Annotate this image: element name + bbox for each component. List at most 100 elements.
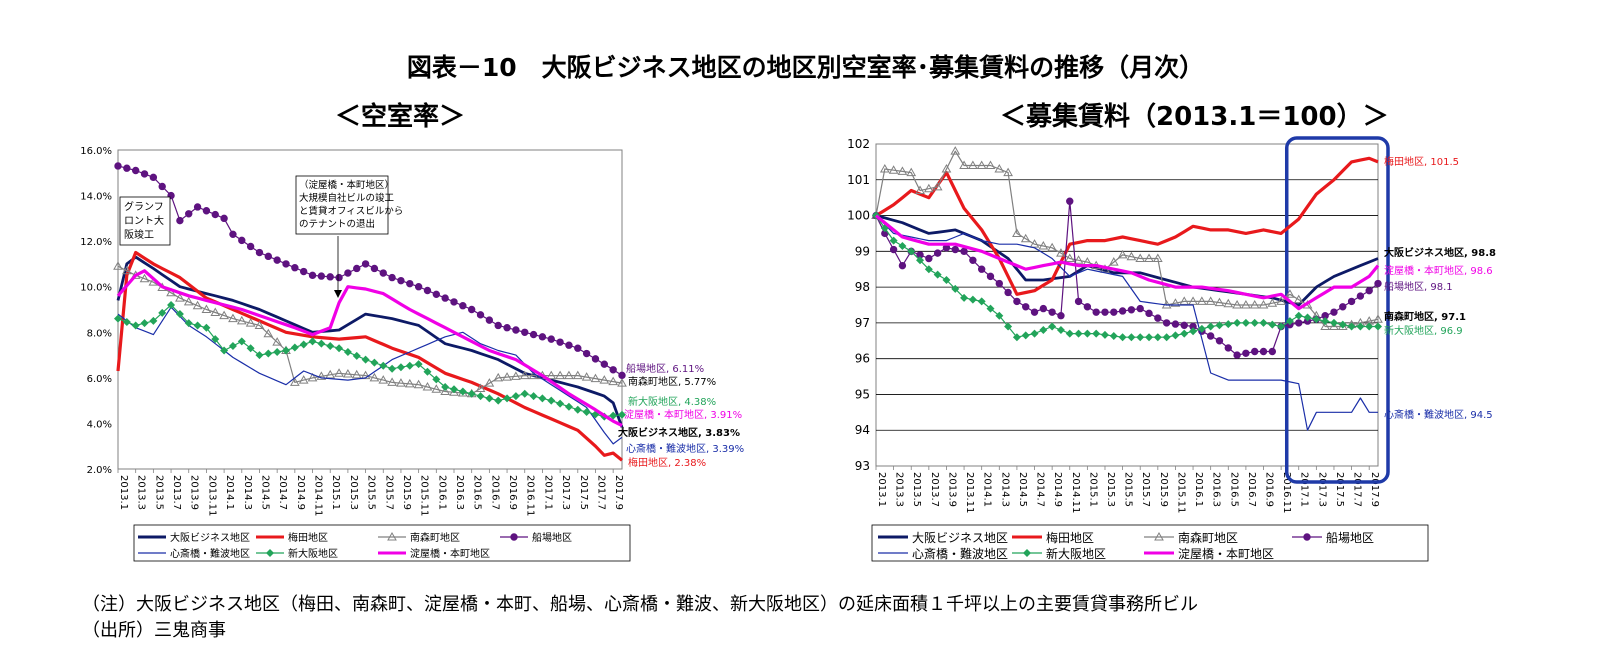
vacancy-point-shinosaka [255, 351, 264, 360]
vacancy-series-shinsaibashi [117, 306, 623, 445]
vacancy-point-minamimorimachi [581, 372, 592, 381]
vacancy-point-shinosaka [476, 392, 485, 401]
vacancy-point-minamimorimachi [404, 378, 415, 388]
vacancy-xtick-label: 2015.11 [419, 475, 430, 516]
vacancy-point-minamimorimachi [413, 379, 424, 389]
vacancy-point-minamimorimachi [236, 315, 247, 325]
vacancy-point-semba [538, 333, 547, 341]
vacancy-legend-marker [510, 533, 518, 541]
vacancy-point-minamimorimachi [396, 378, 406, 387]
vacancy-point-shinosaka [211, 335, 220, 344]
vacancy-legend-label: 心斎橋・難波地区 [170, 547, 250, 560]
vacancy-point-shinosaka [388, 364, 397, 373]
vacancy-point-semba [238, 236, 246, 245]
vacancy-point-semba [291, 264, 299, 272]
vacancy-point-shinosaka [282, 346, 290, 355]
vacancy-xtick-label: 2013.11 [206, 475, 217, 516]
vacancy-point-minamimorimachi [484, 378, 495, 387]
vacancy-point-semba [406, 279, 414, 288]
vacancy-ytick-label: 10.0% [80, 283, 112, 294]
vacancy-point-minamimorimachi [263, 328, 274, 338]
annotation-yodoyabashi-line: と賃貸オフィスビルから [299, 205, 403, 217]
vacancy-point-shinosaka [361, 355, 370, 364]
vacancy-point-shinosaka [494, 396, 503, 405]
vacancy-point-semba [140, 170, 149, 178]
vacancy-point-semba [158, 182, 166, 191]
vacancy-point-minamimorimachi [343, 369, 353, 378]
annotation-grand-front-line: 阪竣工 [124, 228, 154, 241]
vacancy-xtick-label: 2015.5 [366, 475, 377, 510]
vacancy-point-minamimorimachi [440, 386, 451, 396]
vacancy-legend-label: 船場地区 [532, 531, 572, 544]
vacancy-end-label-osaka-business: 大阪ビジネス地区, 3.83% [618, 426, 740, 439]
vacancy-point-minamimorimachi [546, 370, 557, 380]
vacancy-point-minamimorimachi [201, 304, 212, 313]
vacancy-point-semba [618, 371, 626, 380]
vacancy-point-semba [574, 344, 582, 352]
vacancy-ytick-label: 4.0% [87, 419, 112, 430]
vacancy-point-semba [556, 338, 564, 346]
vacancy-xtick-label: 2015.1 [330, 475, 341, 510]
vacancy-point-minamimorimachi [210, 307, 221, 317]
vacancy-point-minamimorimachi [369, 372, 380, 382]
vacancy-point-semba [211, 210, 219, 219]
vacancy-point-shinosaka [175, 310, 184, 319]
vacancy-end-label-semba: 船場地区, 6.11% [626, 362, 704, 375]
vacancy-point-semba [600, 360, 609, 368]
vacancy-point-minamimorimachi [192, 300, 203, 310]
vacancy-point-semba [220, 214, 228, 223]
vacancy-xtick-label: 2015.3 [348, 475, 359, 510]
vacancy-xtick-label: 2017.5 [578, 475, 589, 510]
vacancy-series-yodoyabashi [116, 269, 623, 427]
vacancy-xtick-label: 2016.9 [507, 475, 518, 510]
vacancy-point-shinosaka [547, 396, 556, 405]
vacancy-point-shinosaka [458, 387, 467, 396]
vacancy-point-minamimorimachi [519, 370, 530, 380]
vacancy-point-shinosaka [237, 337, 246, 346]
vacancy-legend-item-shinosaka: 新大阪地区 [256, 547, 338, 560]
vacancy-point-minamimorimachi [617, 378, 627, 387]
vacancy-point-shinosaka [511, 392, 520, 401]
vacancy-ytick-label: 16.0% [80, 146, 112, 157]
vacancy-point-shinosaka [564, 402, 573, 411]
vacancy-end-label-shinosaka: 新大阪地区, 4.38% [628, 395, 716, 408]
vacancy-xtick-label: 2013.5 [153, 475, 164, 510]
vacancy-xtick-label: 2015.9 [401, 475, 412, 510]
vacancy-point-shinosaka [326, 341, 335, 350]
vacancy-point-minamimorimachi [511, 371, 521, 380]
vacancy-legend-item-semba: 船場地区 [500, 531, 572, 544]
vacancy-line-umeda [116, 250, 624, 462]
vacancy-point-semba [299, 267, 308, 276]
vacancy-plot-area [117, 149, 623, 470]
vacancy-point-shinosaka [441, 382, 450, 391]
vacancy-point-minamimorimachi [334, 368, 344, 377]
vacancy-xtick-label: 2014.7 [277, 475, 288, 510]
vacancy-point-shinosaka [582, 408, 591, 417]
vacancy-series-shinosaka [114, 300, 626, 421]
vacancy-point-semba [193, 203, 202, 211]
vacancy-legend-label: 淀屋橋・本町地区 [410, 547, 490, 560]
left-chart-subtitle: ＜空室率＞ [335, 102, 466, 132]
vacancy-point-semba [273, 256, 281, 264]
vacancy-point-shinosaka [450, 385, 458, 394]
vacancy-point-semba [361, 260, 370, 268]
vacancy-point-semba [414, 283, 423, 291]
vacancy-end-label-shinsaibashi: 心斎橋・難波地区, 3.39% [626, 442, 744, 455]
vacancy-point-semba [202, 207, 211, 215]
vacancy-legend-item-yodoyabashi: 淀屋橋・本町地区 [378, 547, 490, 560]
vacancy-xtick-label: 2017.7 [595, 475, 606, 510]
vacancy-point-minamimorimachi [608, 376, 619, 386]
vacancy-point-semba [176, 216, 184, 225]
vacancy-point-semba [335, 273, 343, 282]
vacancy-point-semba [485, 316, 494, 324]
vacancy-xtick-label: 2016.11 [525, 475, 536, 516]
vacancy-point-semba [317, 272, 326, 280]
vacancy-point-semba [131, 166, 140, 175]
vacancy-legend-item-shinsaibashi: 心斎橋・難波地区 [138, 547, 250, 560]
vacancy-point-shinosaka [184, 319, 193, 328]
vacancy-legend-label: 新大阪地区 [288, 547, 338, 560]
vacancy-xtick-label: 2014.5 [259, 475, 270, 510]
vacancy-point-shinosaka [529, 392, 538, 401]
vacancy-point-semba [565, 341, 573, 349]
vacancy-point-semba [282, 260, 290, 268]
